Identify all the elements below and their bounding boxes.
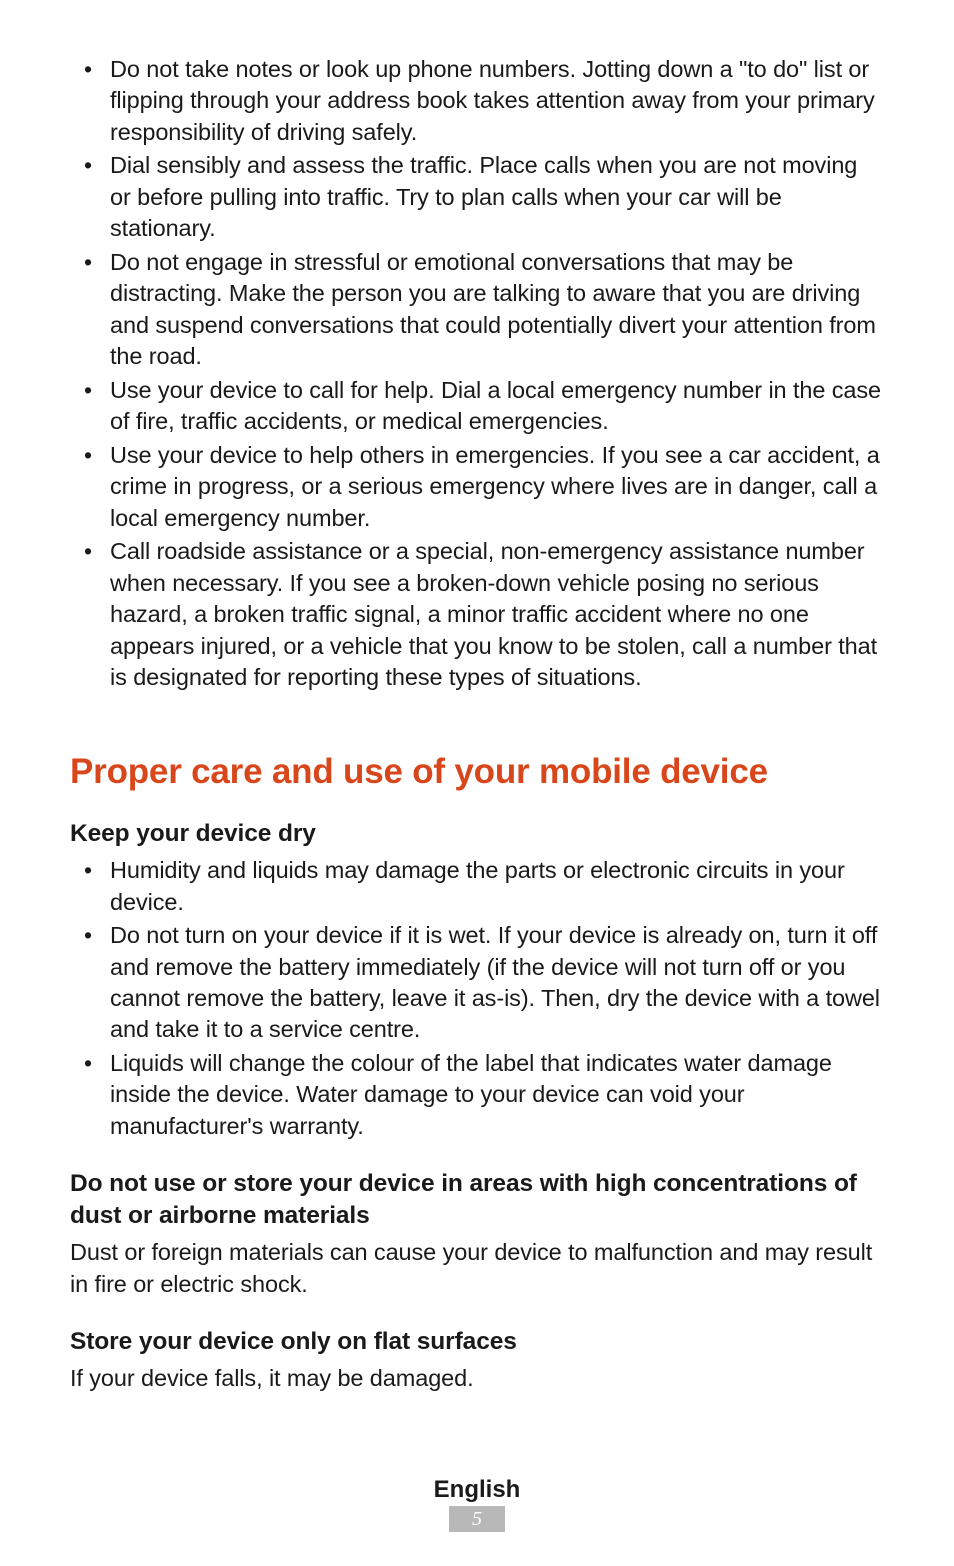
sub-heading: Do not use or store your device in areas… — [70, 1168, 884, 1231]
list-item: Do not take notes or look up phone numbe… — [70, 54, 884, 148]
sub-heading: Keep your device dry — [70, 818, 884, 849]
top-bullet-list: Do not take notes or look up phone numbe… — [70, 54, 884, 694]
footer-page-number: 5 — [449, 1506, 505, 1532]
body-paragraph: Dust or foreign materials can cause your… — [70, 1237, 884, 1300]
sub-heading: Store your device only on flat surfaces — [70, 1326, 884, 1357]
footer-language: English — [0, 1476, 954, 1504]
list-item: Dial sensibly and assess the traffic. Pl… — [70, 150, 884, 244]
page-footer: English 5 — [0, 1476, 954, 1532]
body-paragraph: If your device falls, it may be damaged. — [70, 1363, 884, 1394]
list-item: Do not engage in stressful or emotional … — [70, 247, 884, 373]
list-item: Do not turn on your device if it is wet.… — [70, 920, 884, 1046]
list-item: Call roadside assistance or a special, n… — [70, 536, 884, 693]
list-item: Use your device to help others in emerge… — [70, 440, 884, 534]
section-bullet-list: Humidity and liquids may damage the part… — [70, 855, 884, 1142]
list-item: Humidity and liquids may damage the part… — [70, 855, 884, 918]
list-item: Use your device to call for help. Dial a… — [70, 375, 884, 438]
list-item: Liquids will change the colour of the la… — [70, 1048, 884, 1142]
document-page: Do not take notes or look up phone numbe… — [0, 0, 954, 1566]
section-title: Proper care and use of your mobile devic… — [70, 752, 884, 792]
